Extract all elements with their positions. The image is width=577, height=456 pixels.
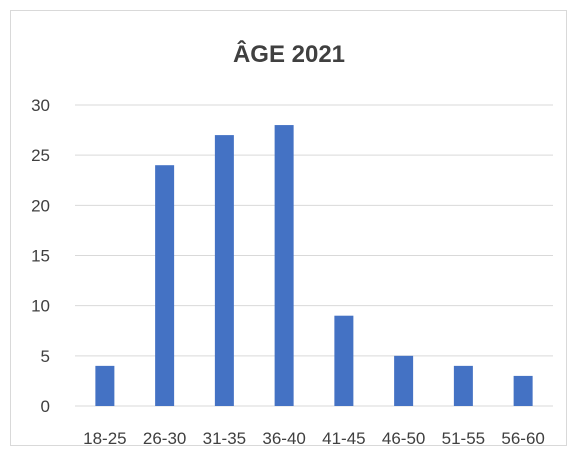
y-tick-label: 15 — [31, 247, 50, 266]
y-tick-label: 20 — [31, 196, 50, 215]
bar-56-60 — [513, 375, 533, 406]
bar-18-25 — [95, 365, 115, 406]
gridlines — [75, 104, 553, 407]
y-tick-label: 5 — [41, 347, 50, 366]
x-tick-label: 51-55 — [442, 429, 485, 448]
x-tick-label: 56-60 — [501, 429, 544, 448]
bar-46-50 — [394, 355, 414, 406]
bar-31-35 — [214, 135, 234, 406]
bar-51-55 — [453, 365, 473, 406]
y-axis-ticks: 0 5 10 15 20 25 30 — [31, 96, 50, 416]
y-tick-label: 30 — [31, 96, 50, 115]
x-tick-label: 26-30 — [143, 429, 186, 448]
y-tick-label: 25 — [31, 146, 50, 165]
x-axis-ticks: 18-25 26-30 31-35 36-40 41-45 46-50 51-55 56-60 — [83, 429, 545, 448]
bar-36-40 — [274, 125, 294, 407]
x-tick-label: 31-35 — [203, 429, 246, 448]
y-tick-label: 0 — [41, 397, 50, 416]
x-tick-label: 46-50 — [382, 429, 425, 448]
bar-41-45 — [334, 315, 354, 406]
x-tick-label: 41-45 — [322, 429, 365, 448]
x-tick-label: 18-25 — [83, 429, 126, 448]
y-tick-label: 10 — [31, 297, 50, 316]
bar-26-30 — [155, 165, 175, 406]
bars — [95, 125, 533, 407]
x-tick-label: 36-40 — [262, 429, 305, 448]
chart-title: ÂGE 2021 — [233, 40, 345, 68]
